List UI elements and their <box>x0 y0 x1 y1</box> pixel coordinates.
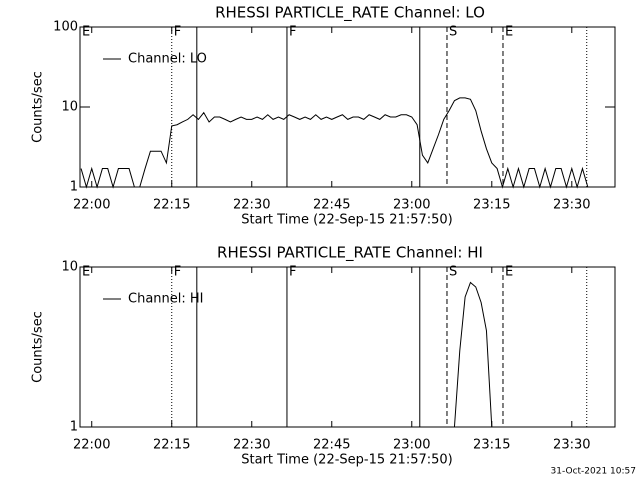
x-tick-label: 22:30 <box>233 438 270 453</box>
chart-title: RHESSI PARTICLE_RATE Channel: HI <box>217 244 483 263</box>
y-tick-label: 1 <box>70 420 78 435</box>
data-line <box>453 281 493 428</box>
x-tick-label: 22:30 <box>233 198 270 213</box>
legend-label: Channel: HI <box>128 292 204 307</box>
x-axis-label: Start Time (22-Sep-15 21:57:50) <box>241 453 452 468</box>
footer: 31-Oct-2021 10:57 <box>551 467 636 477</box>
y-axis-label: Counts/sec <box>31 311 46 383</box>
event-flag: S <box>449 25 457 40</box>
x-tick-label: 22:15 <box>153 438 190 453</box>
chart-title: RHESSI PARTICLE_RATE Channel: LO <box>215 4 485 23</box>
data-line <box>80 97 589 189</box>
event-flag: E <box>82 25 90 40</box>
x-tick-label: 23:15 <box>473 438 510 453</box>
event-flag: F <box>289 25 296 40</box>
x-tick-label: 23:15 <box>473 198 510 213</box>
y-tick-label: 10 <box>61 100 78 115</box>
x-tick-label: 22:00 <box>73 198 110 213</box>
x-tick-label: 23:00 <box>393 438 430 453</box>
x-axis-label: Start Time (22-Sep-15 21:57:50) <box>241 213 452 228</box>
event-flag: E <box>505 25 513 40</box>
y-axis-label: Counts/sec <box>31 71 46 143</box>
legend-label: Channel: LO <box>128 52 207 67</box>
x-tick-label: 22:00 <box>73 438 110 453</box>
x-tick-label: 22:45 <box>313 198 350 213</box>
x-tick-label: 23:30 <box>553 438 590 453</box>
y-tick-label: 10 <box>61 260 78 275</box>
x-tick-label: 22:45 <box>313 438 350 453</box>
event-flag: F <box>289 265 296 280</box>
x-tick-label: 22:15 <box>153 198 190 213</box>
x-tick-label: 23:00 <box>393 198 430 213</box>
event-flag: E <box>505 265 513 280</box>
plot-frame <box>79 266 616 428</box>
y-tick-label: 100 <box>53 20 78 35</box>
event-flag: F <box>174 25 181 40</box>
x-tick-label: 23:30 <box>553 198 590 213</box>
event-flag: S <box>449 265 457 280</box>
y-tick-label: 1 <box>70 180 78 195</box>
event-flag: F <box>174 265 181 280</box>
event-flag: E <box>82 265 90 280</box>
